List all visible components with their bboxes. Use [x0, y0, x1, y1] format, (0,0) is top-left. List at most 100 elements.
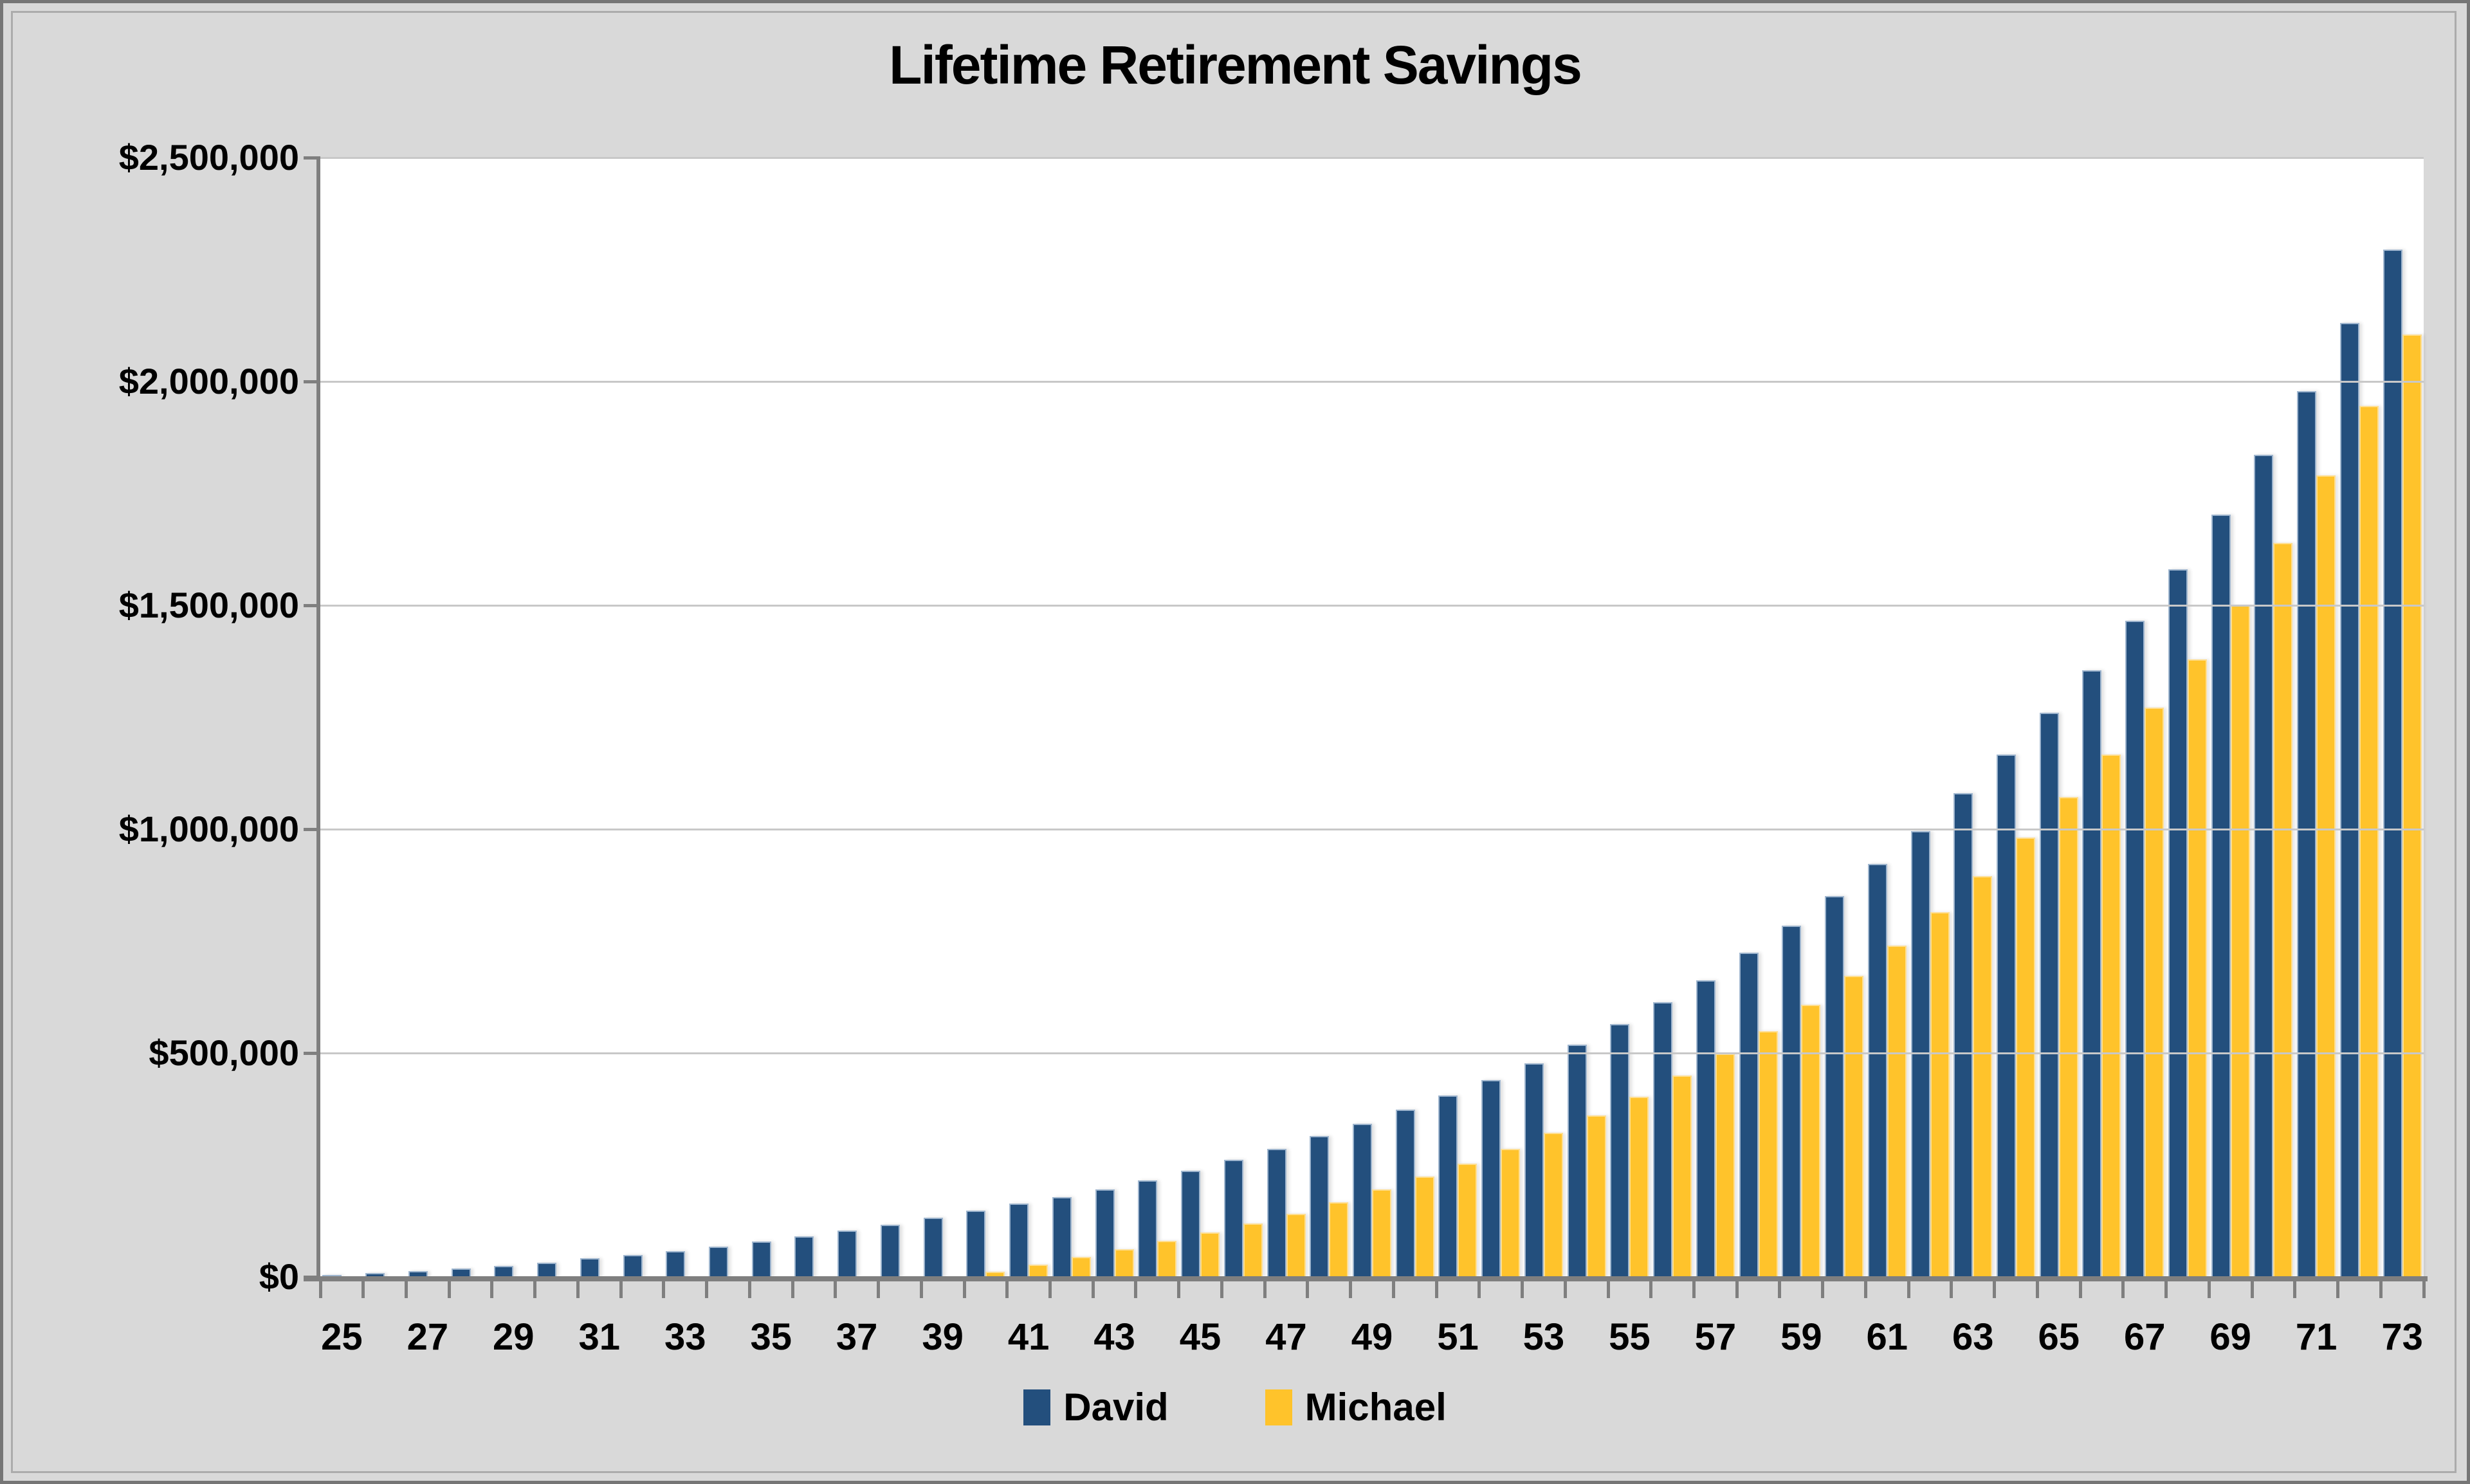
bar-david-age-30[interactable]	[537, 1263, 557, 1277]
bar-david-age-66[interactable]	[2082, 670, 2102, 1277]
bar-michael-age-49[interactable]	[1371, 1189, 1391, 1277]
bar-michael-age-59[interactable]	[1801, 1005, 1821, 1277]
bar-michael-age-66[interactable]	[2101, 755, 2121, 1277]
bar-david-age-35[interactable]	[751, 1241, 771, 1277]
x-axis-label-41: 41	[1007, 1316, 1050, 1358]
bar-michael-age-67[interactable]	[2145, 708, 2164, 1277]
bar-david-age-70[interactable]	[2254, 455, 2274, 1277]
bar-david-age-69[interactable]	[2211, 515, 2231, 1277]
bar-david-age-46[interactable]	[1223, 1160, 1243, 1277]
bar-david-age-55[interactable]	[1610, 1024, 1630, 1277]
bar-michael-age-57[interactable]	[1715, 1054, 1735, 1277]
bar-michael-age-60[interactable]	[1844, 976, 1864, 1277]
bar-david-age-42[interactable]	[1052, 1197, 1072, 1277]
bar-david-age-49[interactable]	[1352, 1124, 1372, 1277]
bar-michael-age-50[interactable]	[1414, 1177, 1434, 1277]
bar-michael-age-42[interactable]	[1071, 1257, 1091, 1277]
bar-michael-age-69[interactable]	[2230, 605, 2250, 1277]
bar-david-age-40[interactable]	[966, 1211, 986, 1277]
bar-michael-age-55[interactable]	[1629, 1097, 1649, 1277]
x-axis-tick	[2250, 1281, 2254, 1298]
x-axis-label-47: 47	[1265, 1316, 1307, 1358]
bar-michael-age-61[interactable]	[1887, 946, 1907, 1277]
bar-david-age-25[interactable]	[322, 1275, 342, 1277]
x-axis-tick	[1563, 1281, 1567, 1298]
x-axis-tick	[447, 1281, 451, 1298]
bar-david-age-39[interactable]	[923, 1218, 943, 1277]
bar-michael-age-72[interactable]	[2359, 406, 2379, 1277]
bar-david-age-60[interactable]	[1825, 896, 1845, 1277]
bar-david-age-45[interactable]	[1181, 1171, 1201, 1277]
bar-david-age-48[interactable]	[1310, 1136, 1330, 1277]
bar-david-age-57[interactable]	[1696, 980, 1715, 1277]
bar-david-age-33[interactable]	[666, 1251, 686, 1277]
bar-michael-age-73[interactable]	[2402, 334, 2422, 1277]
bar-david-age-54[interactable]	[1567, 1045, 1587, 1277]
age-slot-48	[1308, 158, 1351, 1277]
age-slot-34	[707, 158, 750, 1277]
bar-david-age-26[interactable]	[365, 1273, 385, 1277]
bar-michael-age-47[interactable]	[1286, 1214, 1306, 1277]
bar-michael-age-64[interactable]	[2016, 838, 2035, 1277]
bar-michael-age-70[interactable]	[2273, 543, 2293, 1277]
bar-david-age-56[interactable]	[1653, 1002, 1673, 1277]
bar-michael-age-54[interactable]	[1586, 1115, 1606, 1277]
bar-michael-age-52[interactable]	[1501, 1149, 1521, 1277]
bar-michael-age-51[interactable]	[1458, 1164, 1477, 1277]
bar-david-age-65[interactable]	[2039, 713, 2059, 1277]
y-axis-tick	[304, 828, 320, 831]
age-slot-37	[836, 158, 879, 1277]
bar-david-age-28[interactable]	[451, 1269, 471, 1277]
david-legend-swatch	[1023, 1389, 1051, 1425]
bar-michael-age-41[interactable]	[1029, 1265, 1048, 1277]
bar-david-age-64[interactable]	[1997, 755, 2016, 1277]
bar-michael-age-56[interactable]	[1672, 1076, 1692, 1277]
x-axis-tick	[361, 1281, 365, 1298]
bar-michael-age-40[interactable]	[985, 1272, 1005, 1277]
bar-michael-age-62[interactable]	[1930, 912, 1950, 1277]
bar-david-age-36[interactable]	[794, 1236, 814, 1277]
gridline-2000000	[320, 381, 2424, 383]
bar-david-age-41[interactable]	[1009, 1204, 1029, 1277]
bar-david-age-59[interactable]	[1782, 926, 1802, 1277]
x-axis-tick	[404, 1281, 408, 1298]
bar-michael-age-71[interactable]	[2316, 475, 2336, 1277]
bar-david-age-63[interactable]	[1953, 793, 1973, 1277]
x-axis-label-63: 63	[1952, 1316, 1994, 1358]
bar-david-age-51[interactable]	[1438, 1095, 1458, 1277]
bar-david-age-32[interactable]	[623, 1255, 643, 1277]
bar-michael-age-45[interactable]	[1200, 1232, 1220, 1277]
bar-david-age-38[interactable]	[880, 1225, 900, 1277]
bar-michael-age-65[interactable]	[2058, 797, 2078, 1277]
bar-david-age-52[interactable]	[1481, 1080, 1501, 1277]
bar-david-age-44[interactable]	[1138, 1180, 1158, 1277]
bar-michael-age-44[interactable]	[1157, 1241, 1177, 1277]
bar-david-age-71[interactable]	[2297, 391, 2317, 1277]
bar-david-age-58[interactable]	[1739, 953, 1759, 1277]
bar-david-age-72[interactable]	[2339, 323, 2359, 1277]
bar-michael-age-53[interactable]	[1543, 1133, 1563, 1277]
bar-michael-age-63[interactable]	[1973, 876, 1993, 1277]
bar-david-age-37[interactable]	[837, 1231, 857, 1277]
bar-david-age-47[interactable]	[1267, 1149, 1286, 1277]
bar-michael-age-48[interactable]	[1329, 1202, 1349, 1277]
gridline-500000	[320, 1052, 2424, 1054]
bar-david-age-73[interactable]	[2383, 250, 2402, 1277]
bar-david-age-27[interactable]	[408, 1271, 428, 1277]
bar-michael-age-58[interactable]	[1758, 1031, 1778, 1277]
bar-michael-age-46[interactable]	[1243, 1223, 1263, 1277]
bar-david-age-34[interactable]	[708, 1247, 728, 1277]
bar-david-age-68[interactable]	[2168, 569, 2188, 1277]
bar-david-age-61[interactable]	[1867, 864, 1887, 1277]
legend-entry-david[interactable]: David	[1023, 1385, 1169, 1429]
bar-michael-age-68[interactable]	[2187, 659, 2207, 1277]
bar-david-age-67[interactable]	[2125, 621, 2145, 1277]
bar-david-age-53[interactable]	[1524, 1063, 1544, 1277]
bar-david-age-43[interactable]	[1095, 1189, 1115, 1277]
legend-entry-michael[interactable]: Michael	[1265, 1385, 1447, 1429]
y-axis-tick	[304, 1052, 320, 1055]
bar-david-age-29[interactable]	[494, 1266, 514, 1277]
bar-david-age-31[interactable]	[580, 1258, 599, 1277]
bar-michael-age-43[interactable]	[1114, 1249, 1134, 1277]
bar-david-age-50[interactable]	[1395, 1110, 1415, 1277]
